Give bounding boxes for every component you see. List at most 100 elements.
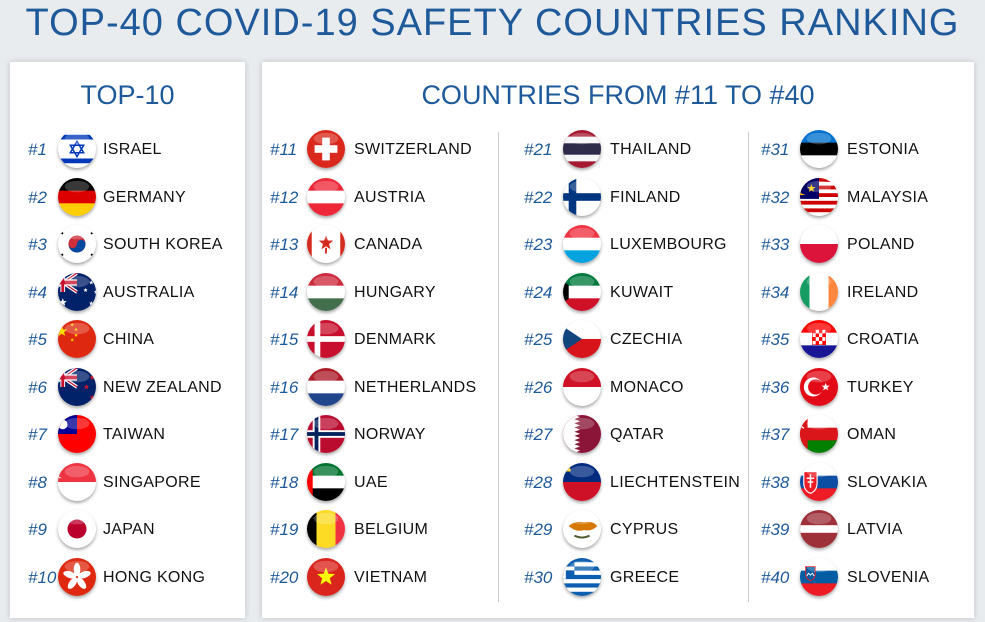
country-name: POLAND [847, 236, 915, 253]
country-name: ESTONIA [847, 141, 920, 158]
rank-number: #23 [524, 235, 553, 254]
rank-number: #39 [761, 520, 790, 539]
rank-number: #8 [28, 472, 47, 492]
ranking-row: #10 HONG KONG [10, 557, 245, 598]
ranking-row: #23 LUXEMBOURG [262, 225, 974, 265]
ranking-row: #2 GERMANY [10, 177, 245, 218]
rank-number: #5 [28, 330, 47, 349]
germany-flag-icon [58, 177, 96, 216]
rank-number: #26 [524, 377, 553, 397]
countries-11-40-panel: COUNTRIES FROM #11 TO #40 #11 SWITZERLAND… [262, 62, 974, 618]
qatar-flag-icon [563, 415, 601, 453]
rank-number: #13 [270, 235, 299, 254]
rank-number: #38 [761, 472, 790, 492]
country-name: NORWAY [354, 426, 426, 443]
country-name: KUWAIT [610, 283, 674, 301]
rank-number: #34 [761, 282, 790, 302]
country-name: GREECE [610, 568, 680, 586]
country-name: JAPAN [103, 521, 155, 538]
thailand-flag-icon [563, 130, 601, 168]
rank-number: #31 [761, 140, 790, 159]
country-name: TURKEY [847, 378, 914, 396]
rank-number: #18 [270, 472, 299, 492]
ranking-row: #18 UAE [262, 462, 974, 503]
china-flag-icon [58, 320, 96, 358]
ranking-row: #26 MONACO [262, 367, 974, 408]
rank-number: #4 [28, 282, 47, 302]
country-name: SINGAPORE [103, 473, 201, 491]
country-name: FINLAND [610, 188, 681, 206]
netherlands-flag-icon [307, 367, 345, 406]
japan-flag-icon [58, 510, 96, 548]
country-name: QATAR [610, 426, 665, 443]
austria-flag-icon [307, 177, 345, 216]
ranking-row: #32 MALAYSIA [262, 177, 974, 218]
country-name: BELGIUM [354, 521, 429, 538]
country-name: MALAYSIA [847, 188, 929, 206]
country-name: NETHERLANDS [354, 378, 477, 396]
taiwan-flag-icon [58, 415, 96, 453]
rank-number: #25 [524, 330, 553, 349]
rank-number: #24 [524, 282, 553, 302]
ranking-row: #25 CZECHIA [262, 320, 974, 360]
ranking-row: #6 NEW ZEALAND [10, 367, 245, 408]
rank-number: #17 [270, 425, 299, 444]
finland-flag-icon [563, 177, 601, 216]
rank-number: #37 [761, 425, 790, 444]
rank-number: #40 [761, 567, 790, 587]
rank-number: #12 [270, 187, 299, 207]
singapore-flag-icon [58, 462, 96, 501]
country-name: UAE [354, 473, 388, 491]
column-divider [498, 132, 499, 602]
ranking-row: #22 FINLAND [262, 177, 974, 218]
israel-flag-icon [58, 130, 96, 168]
new-zealand-flag-icon [58, 367, 96, 406]
rank-number: #1 [28, 140, 47, 159]
rank-number: #36 [761, 377, 790, 397]
liechtenstein-flag-icon [563, 462, 601, 501]
ranking-row: #24 KUWAIT [262, 272, 974, 313]
rank-number: #15 [270, 330, 299, 349]
country-name: THAILAND [610, 141, 692, 158]
country-name: CYPRUS [610, 521, 679, 538]
canada-flag-icon [307, 225, 345, 263]
country-name: SWITZERLAND [354, 141, 472, 158]
country-name: LUXEMBOURG [610, 236, 727, 253]
rank-number: #2 [28, 187, 47, 207]
country-name: DENMARK [354, 331, 437, 348]
greece-flag-icon [563, 557, 601, 596]
country-name: CANADA [354, 236, 423, 253]
slovakia-flag-icon [800, 462, 838, 501]
rank-number: #16 [270, 377, 299, 397]
top10-heading: TOP-10 [80, 80, 175, 110]
country-name: SOUTH KOREA [103, 236, 223, 253]
country-name: LATVIA [847, 521, 903, 538]
poland-flag-icon [800, 225, 838, 263]
ranking-row: #35 CROATIA [262, 320, 974, 360]
rank-number: #14 [270, 282, 299, 302]
ranking-row: #12 AUSTRIA [262, 177, 974, 218]
uae-flag-icon [307, 462, 345, 501]
rank-number: #27 [524, 425, 553, 444]
vietnam-flag-icon [307, 557, 345, 596]
country-name: OMAN [847, 426, 897, 443]
ranking-row: #15 DENMARK [262, 320, 974, 360]
rank-number: #32 [761, 187, 790, 207]
rank-number: #20 [270, 567, 299, 587]
ranking-row: #20 VIETNAM [262, 557, 974, 598]
ranking-row: #13 CANADA [262, 225, 974, 265]
ranking-row: #17 NORWAY [262, 415, 974, 455]
south-korea-flag-icon [58, 225, 96, 263]
country-name: ISRAEL [103, 141, 162, 158]
rank-number: #28 [524, 472, 553, 492]
czechia-flag-icon [563, 320, 601, 358]
country-name: HUNGARY [354, 283, 436, 301]
country-name: IRELAND [847, 283, 919, 301]
denmark-flag-icon [307, 320, 345, 358]
australia-flag-icon [58, 272, 96, 311]
country-name: TAIWAN [103, 426, 166, 443]
country-name: AUSTRIA [354, 188, 426, 206]
ranking-row: #33 POLAND [262, 225, 974, 265]
rank-number: #29 [524, 520, 553, 539]
ranking-row: #7 TAIWAN [10, 415, 245, 455]
